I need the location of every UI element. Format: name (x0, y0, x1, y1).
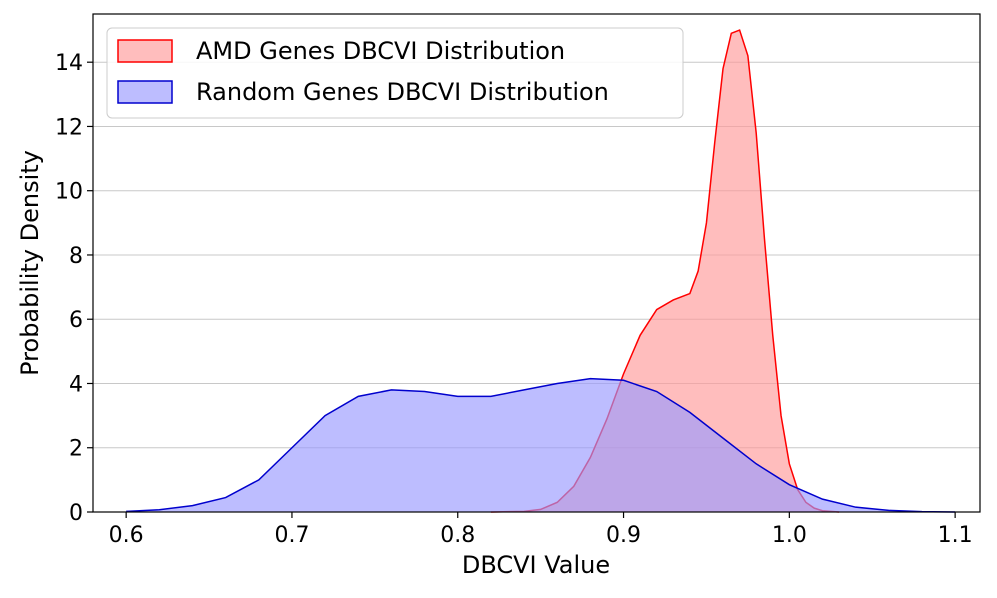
x-tick-label-0.6: 0.6 (109, 523, 144, 548)
y-tick-label-10: 10 (55, 180, 83, 205)
x-tick-label-1.0: 1.0 (772, 523, 807, 548)
area-amd (490, 30, 840, 513)
x-axis-label: DBCVI Value (462, 551, 610, 579)
legend-label-amd: AMD Genes DBCVI Distribution (196, 37, 565, 65)
x-tick-label-0.9: 0.9 (606, 523, 641, 548)
density-areas (126, 29, 956, 513)
legend-frame (106, 27, 684, 119)
axis-ticks: 0.6 0.7 0.8 0.9 1.0 1.1 0 2 4 6 8 10 12 14 (55, 51, 973, 548)
legend-swatch-amd (117, 39, 173, 63)
legend: AMD Genes DBCVI Distribution Random Gene… (106, 27, 684, 119)
x-tick-label-0.7: 0.7 (274, 523, 309, 548)
y-tick-label-2: 2 (69, 437, 83, 462)
plot-frame (92, 13, 981, 513)
y-tick-label-14: 14 (55, 51, 83, 76)
y-tick-label-6: 6 (69, 308, 83, 333)
area-random (126, 378, 956, 512)
x-tick-label-1.1: 1.1 (938, 523, 973, 548)
y-axis-label: Probability Density (16, 150, 44, 376)
legend-swatch-random (117, 80, 173, 104)
y-tick-label-12: 12 (55, 115, 83, 140)
x-tick-label-0.8: 0.8 (440, 523, 475, 548)
y-tick-label-0: 0 (69, 501, 83, 526)
legend-label-random: Random Genes DBCVI Distribution (196, 78, 609, 106)
y-tick-label-8: 8 (69, 244, 83, 269)
line-random (126, 377, 956, 513)
y-tick-label-4: 4 (69, 372, 83, 397)
